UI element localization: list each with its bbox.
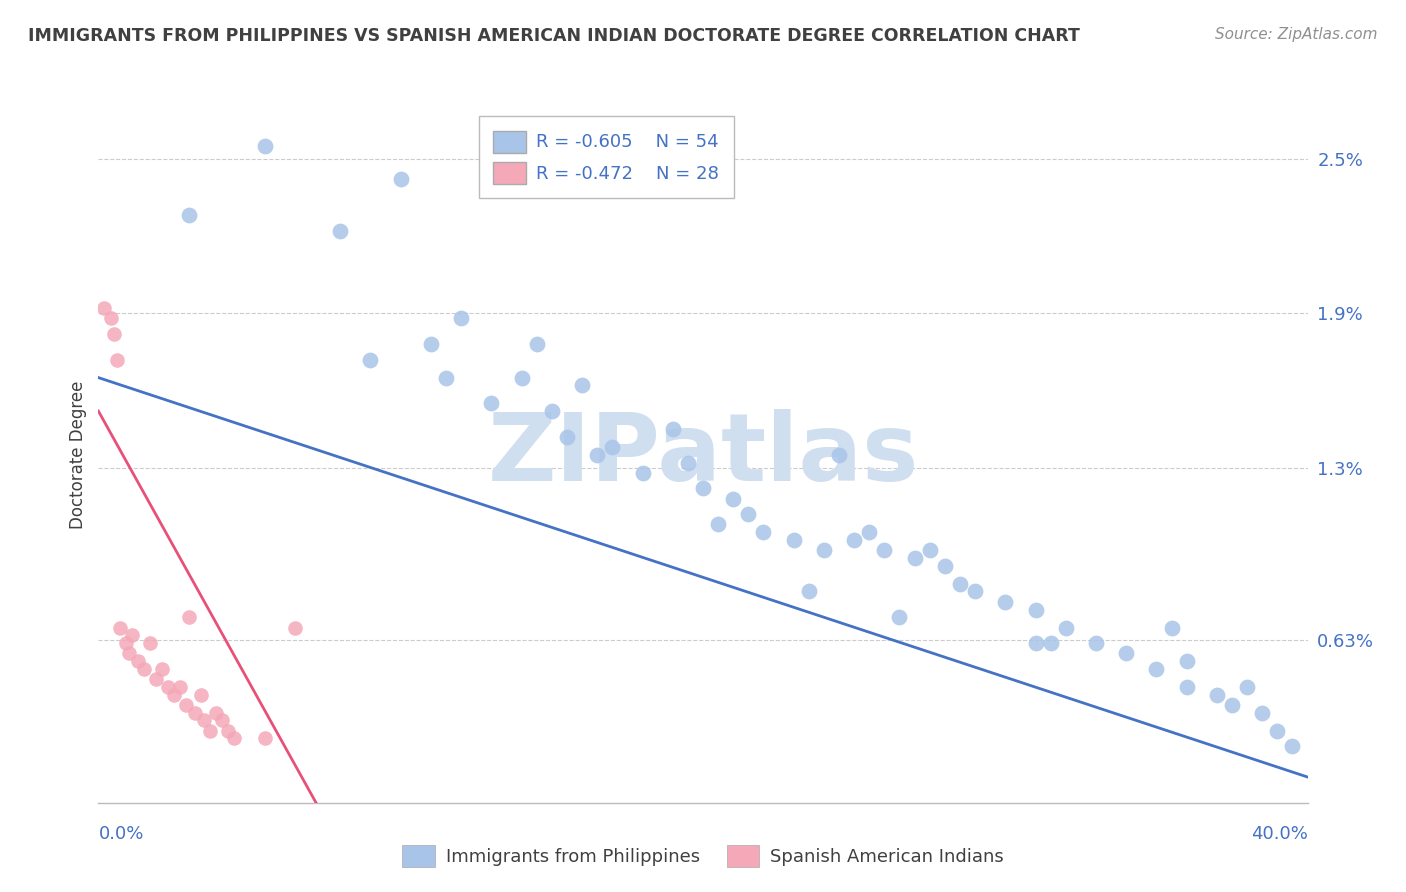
Point: [994, 595, 1017, 609]
Point: [676, 456, 699, 470]
Point: [586, 448, 609, 462]
Point: [211, 714, 233, 728]
Point: [1054, 621, 1077, 635]
Point: [1024, 602, 1046, 616]
Point: [139, 636, 162, 650]
Point: [103, 326, 125, 341]
Point: [145, 672, 167, 686]
Point: [217, 723, 239, 738]
Text: ZIPatlas: ZIPatlas: [488, 409, 918, 501]
Point: [174, 698, 197, 712]
Point: [661, 422, 683, 436]
Point: [420, 337, 443, 351]
Point: [179, 208, 201, 222]
Point: [723, 491, 745, 506]
Point: [163, 688, 186, 702]
Point: [193, 714, 215, 728]
Point: [949, 576, 972, 591]
Point: [1085, 636, 1108, 650]
Point: [858, 525, 880, 540]
Text: 40.0%: 40.0%: [1251, 825, 1308, 843]
Point: [360, 352, 382, 367]
Point: [118, 646, 141, 660]
Point: [934, 558, 956, 573]
Point: [1251, 706, 1274, 720]
Point: [205, 706, 228, 720]
Point: [481, 396, 503, 410]
Point: [797, 584, 820, 599]
Point: [127, 654, 149, 668]
Point: [114, 636, 136, 650]
Point: [1220, 698, 1243, 712]
Point: [510, 370, 533, 384]
Point: [184, 706, 207, 720]
Point: [253, 731, 276, 746]
Point: [389, 172, 412, 186]
Point: [1236, 680, 1258, 694]
Text: IMMIGRANTS FROM PHILIPPINES VS SPANISH AMERICAN INDIAN DOCTORATE DEGREE CORRELAT: IMMIGRANTS FROM PHILIPPINES VS SPANISH A…: [28, 27, 1080, 45]
Point: [329, 224, 352, 238]
Point: [200, 723, 222, 738]
Point: [1175, 654, 1198, 668]
Point: [1267, 723, 1289, 738]
Point: [828, 448, 851, 462]
Point: [434, 370, 457, 384]
Point: [224, 731, 246, 746]
Point: [707, 517, 730, 532]
Legend: Immigrants from Philippines, Spanish American Indians: Immigrants from Philippines, Spanish Ame…: [395, 838, 1011, 874]
Point: [631, 466, 654, 480]
Legend: R = -0.605    N = 54, R = -0.472    N = 28: R = -0.605 N = 54, R = -0.472 N = 28: [478, 116, 734, 198]
Point: [844, 533, 866, 547]
Point: [752, 525, 775, 540]
Point: [253, 138, 276, 153]
Point: [450, 311, 472, 326]
Point: [179, 610, 201, 624]
Point: [156, 680, 179, 694]
Point: [1160, 621, 1182, 635]
Point: [100, 311, 122, 326]
Point: [1115, 646, 1137, 660]
Point: [813, 543, 835, 558]
Point: [150, 662, 173, 676]
Point: [555, 430, 578, 444]
Point: [904, 551, 927, 566]
Point: [782, 533, 804, 547]
Point: [526, 337, 548, 351]
Point: [571, 378, 593, 392]
Point: [93, 301, 115, 315]
Point: [132, 662, 155, 676]
Point: [1039, 636, 1062, 650]
Point: [692, 482, 714, 496]
Text: 0.0%: 0.0%: [98, 825, 143, 843]
Point: [1281, 739, 1303, 753]
Point: [965, 584, 987, 599]
Point: [540, 404, 562, 418]
Point: [190, 688, 212, 702]
Point: [1206, 688, 1229, 702]
Point: [105, 352, 128, 367]
Point: [1175, 680, 1198, 694]
Point: [284, 621, 307, 635]
Point: [918, 543, 941, 558]
Y-axis label: Doctorate Degree: Doctorate Degree: [69, 381, 87, 529]
Text: Source: ZipAtlas.com: Source: ZipAtlas.com: [1215, 27, 1378, 42]
Point: [108, 621, 131, 635]
Point: [1024, 636, 1046, 650]
Point: [602, 440, 624, 454]
Point: [169, 680, 191, 694]
Point: [121, 628, 143, 642]
Point: [889, 610, 911, 624]
Point: [737, 507, 759, 521]
Point: [873, 543, 896, 558]
Point: [1144, 662, 1167, 676]
